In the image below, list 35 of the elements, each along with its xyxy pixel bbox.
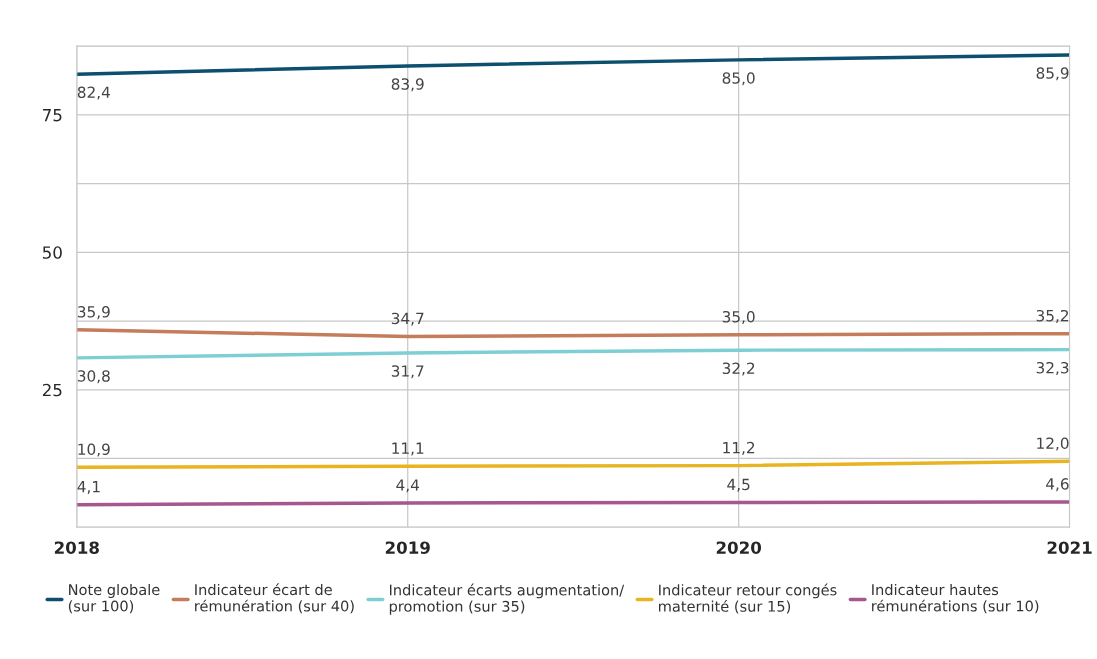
data-label: 10,9	[78, 443, 110, 457]
data-label: 11,2	[723, 441, 755, 455]
x-tick-label: 2019	[385, 541, 430, 554]
data-label: 12,0	[1037, 437, 1069, 451]
x-tick-label: 2020	[716, 541, 762, 554]
data-label: 35,9	[77, 306, 110, 320]
data-label: 4,1	[77, 481, 100, 494]
legend-label: Indicateur retour congés maternité (sur 15)	[659, 583, 837, 614]
data-label: 83,9	[391, 78, 424, 92]
legend-label: Indicateur écart de rémunération (sur 40)	[195, 583, 354, 614]
legend-label: Note globale (sur 100)	[68, 583, 160, 614]
y-tick-label: 75	[43, 109, 62, 122]
data-label: 4,5	[727, 478, 750, 492]
line-series	[76, 328, 1070, 339]
data-label: 34,7	[391, 312, 424, 326]
legend-label: Indicateur hautes rémunérations (sur 10)	[872, 583, 1039, 614]
y-tick-label: 25	[42, 383, 62, 397]
data-label: 31,7	[391, 365, 424, 379]
data-label: 82,4	[77, 86, 110, 100]
data-label: 35,2	[1036, 309, 1069, 323]
data-label: 4,6	[1046, 478, 1069, 492]
data-label: 11,1	[392, 442, 424, 456]
x-tick-label: 2018	[54, 541, 99, 554]
legend-label: Indicateur écarts augmentation/ promotion (sur 35)	[389, 583, 625, 615]
data-label: 4,4	[396, 479, 420, 493]
data-label: 30,8	[77, 370, 110, 384]
line-series	[76, 347, 1070, 360]
data-label: 32,3	[1036, 361, 1069, 376]
line-series	[76, 459, 1070, 470]
x-tick-label: 2021	[1047, 541, 1092, 554]
data-label: 32,2	[722, 362, 755, 376]
data-label: 35,0	[722, 310, 755, 325]
data-label: 85,9	[1036, 67, 1069, 81]
data-label: 85,0	[722, 72, 755, 86]
y-tick-label: 50	[42, 246, 62, 259]
